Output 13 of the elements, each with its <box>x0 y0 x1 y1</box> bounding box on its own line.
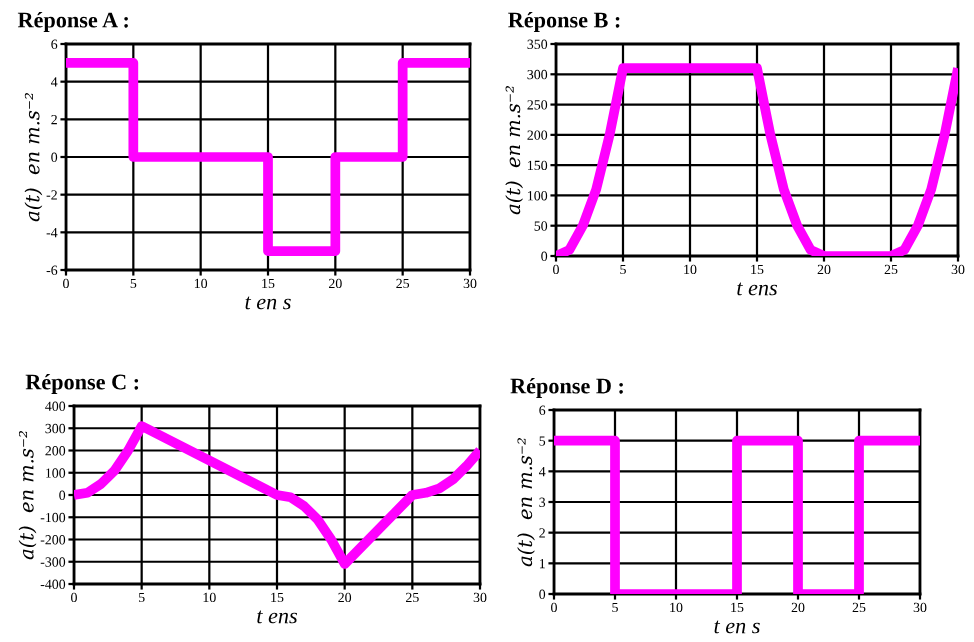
y-axis-title: a(t) en m.s⁻² <box>517 438 535 567</box>
line-series <box>74 421 480 569</box>
chart-title: Réponse A : <box>17 11 128 33</box>
x-axis-title: t en s <box>245 296 291 310</box>
x-axis-title: t ens <box>257 610 297 624</box>
chart-title: Réponse C : <box>25 373 139 395</box>
x-axis-title: t en s <box>714 620 760 634</box>
y-axis-title: a(t) en m.s⁻² <box>505 86 524 215</box>
chart-title: Réponse B : <box>508 11 620 33</box>
x-axis-title: t ens <box>737 282 777 296</box>
y-axis-title: a(t) en m.s⁻² <box>24 93 43 222</box>
chart-title: Réponse D : <box>510 377 623 399</box>
y-axis-title: a(t) en m.s⁻² <box>18 431 37 560</box>
